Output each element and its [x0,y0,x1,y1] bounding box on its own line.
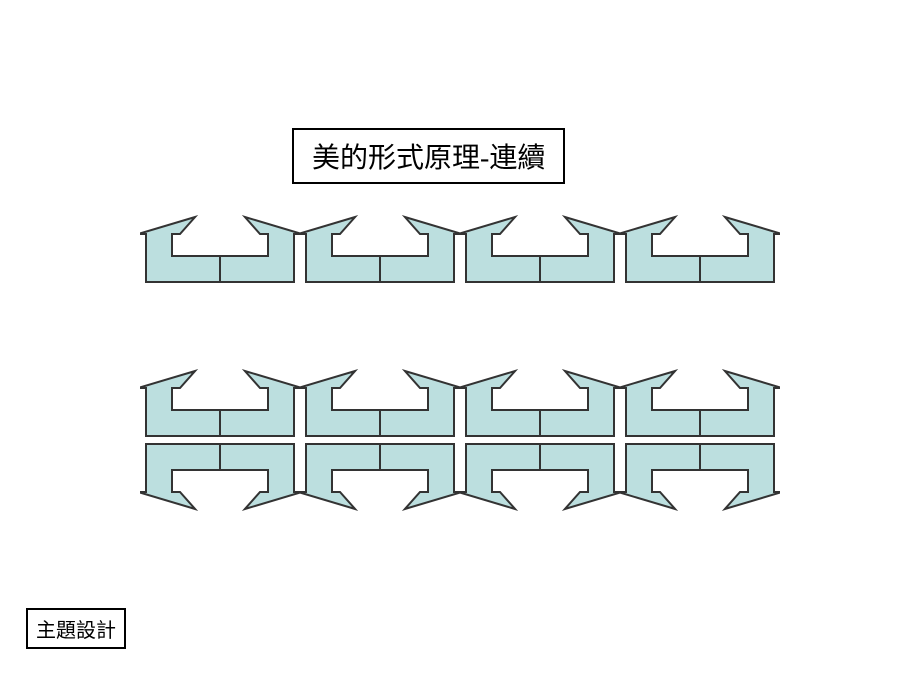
u-arrow-unit-double [620,350,780,530]
u-arrow-unit-double [460,350,620,530]
arrow-row-2 [140,350,780,530]
u-arrow-unit [620,196,780,286]
arrow-row-1 [140,196,780,286]
u-arrow-unit [300,196,460,286]
u-arrow-unit [460,196,620,286]
u-arrow-unit-double [300,350,460,530]
page-title: 美的形式原理-連續 [292,128,565,184]
u-arrow-unit [140,196,300,286]
footer-label: 主題設計 [26,608,126,649]
u-arrow-unit-double [140,350,300,530]
